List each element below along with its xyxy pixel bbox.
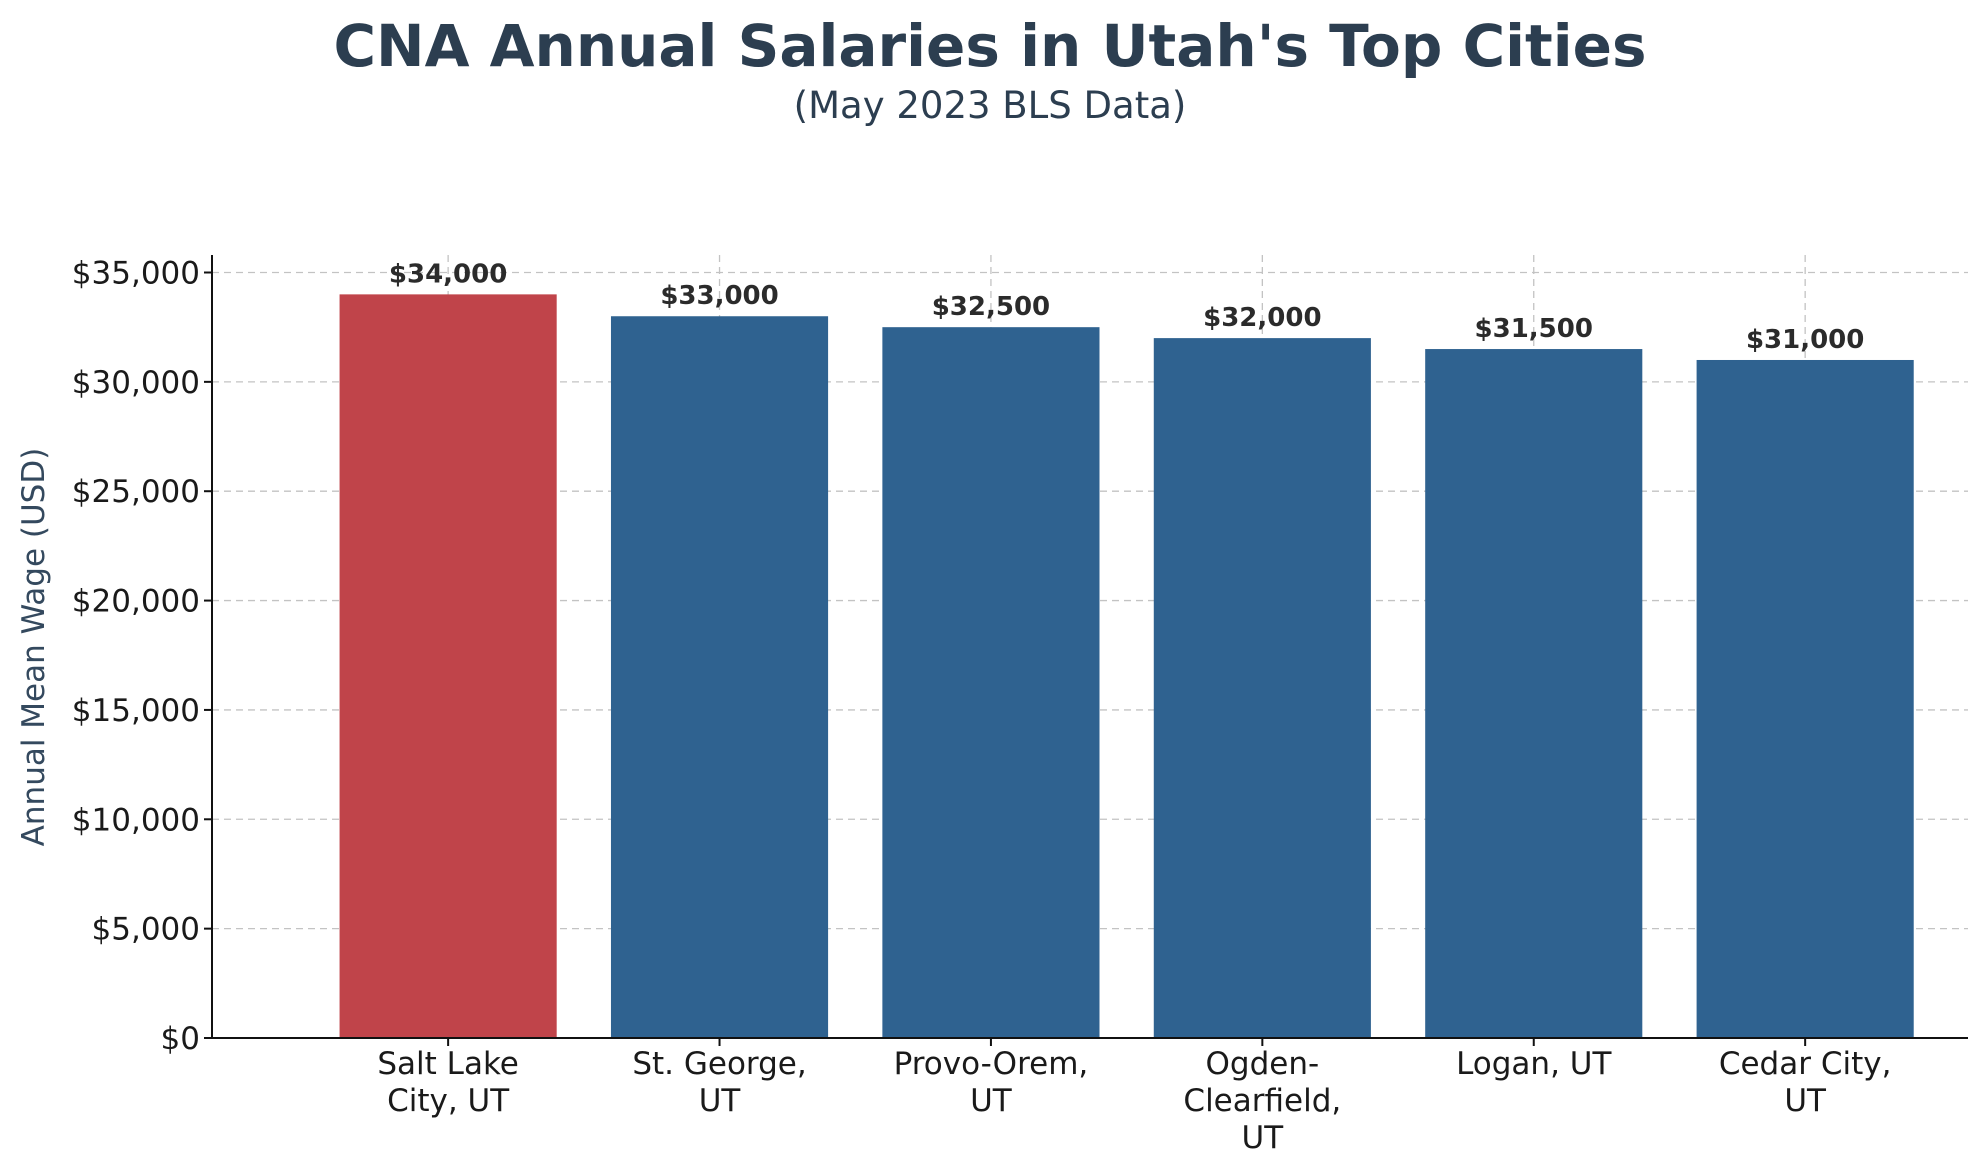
y-tick-label: $5,000 [92, 912, 200, 948]
data-label: $33,000 [660, 281, 778, 311]
y-tick-label: $10,000 [72, 802, 200, 838]
bar [1425, 349, 1643, 1038]
axis-layer [211, 255, 1968, 1039]
bar [339, 294, 557, 1038]
y-axis-label: Annual Mean Wage (USD) [16, 448, 52, 847]
x-tick-label: Ogden-Clearfield, UT [1183, 1046, 1341, 1156]
bar [1696, 359, 1914, 1038]
x-tick-label: Salt Lake City, UT [377, 1046, 518, 1119]
y-tick-label: $35,000 [72, 255, 200, 291]
data-label: $31,500 [1475, 314, 1593, 344]
y-tick-label: $30,000 [72, 365, 200, 401]
chart-title: CNA Annual Salaries in Utah's Top Cities [333, 12, 1646, 80]
y-tick-label: $15,000 [72, 693, 200, 729]
y-tick-label: $25,000 [72, 474, 200, 510]
bar [610, 316, 829, 1038]
data-label: $31,000 [1746, 325, 1864, 355]
data-label: $32,000 [1203, 303, 1321, 333]
y-tick-label: $0 [161, 1021, 200, 1057]
x-tick-label: St. George, UT [632, 1046, 806, 1119]
data-label-layer: $34,000 $33,000 $32,500 $32,000 $31,500 $31,0… [389, 259, 1864, 355]
data-label: $34,000 [389, 259, 507, 289]
bar-layer [339, 294, 1914, 1039]
y-tick-label: $20,000 [72, 584, 200, 620]
x-tick-label: Logan, UT [1456, 1046, 1612, 1082]
y-tick-layer: $0 $5,000 $10,000 $15,000 $20,000 $25,000 $30,… [72, 255, 212, 1057]
x-tick-label: Cedar City, UT [1719, 1046, 1892, 1119]
bar [882, 327, 1100, 1038]
chart-subtitle: (May 2023 BLS Data) [794, 84, 1187, 127]
x-tick-layer: Salt Lake City, UT St. George, UT Provo-Orem… [377, 1038, 1891, 1156]
bar [1153, 338, 1371, 1039]
x-tick-label: Provo-Orem, UT [894, 1046, 1089, 1119]
data-label: $32,500 [932, 292, 1050, 322]
